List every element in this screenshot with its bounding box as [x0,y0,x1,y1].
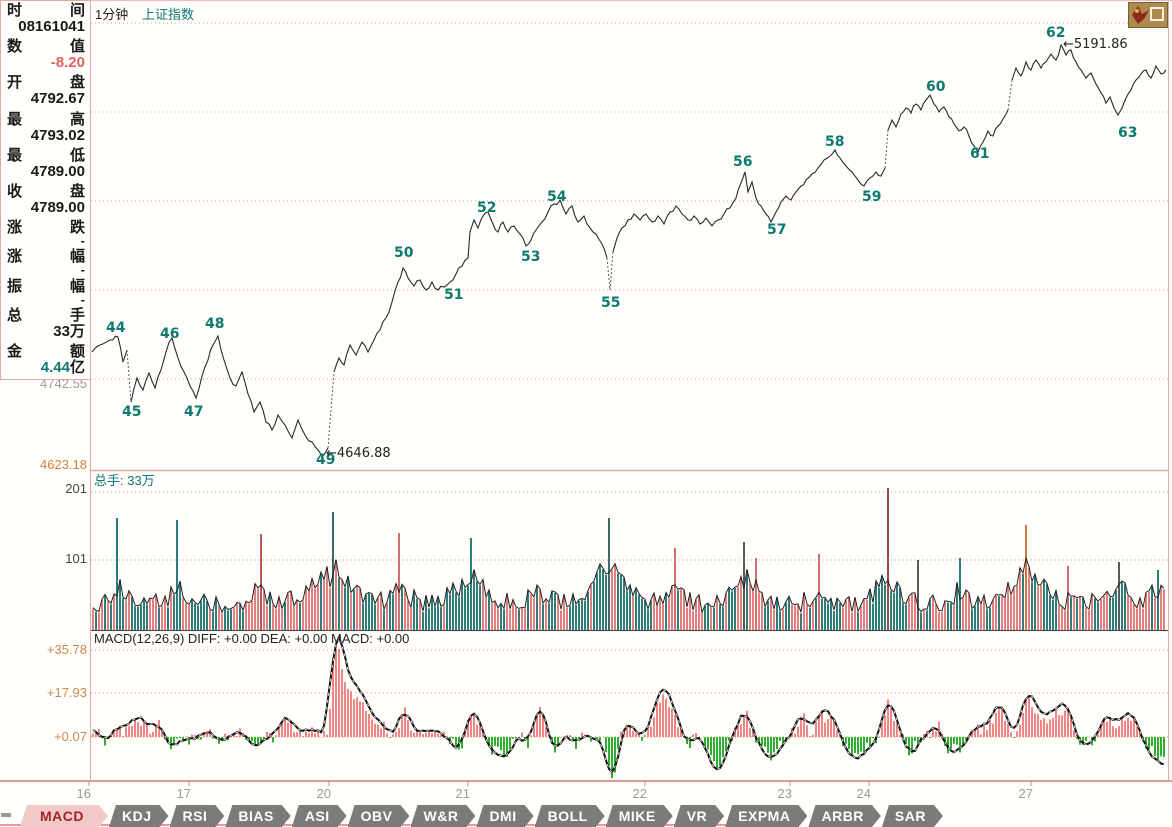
macd-indicator-header: MACD(12,26,9) DIFF: +0.00 DEA: +0.00 MAC… [94,631,410,646]
pivot-label: 53 [521,249,540,265]
quote-row-value: - [80,262,85,278]
x-axis-label: 17 [176,786,191,801]
pivot-label: 58 [825,134,844,150]
quote-row-value: - [80,291,85,307]
price-annotation: ←5191.86 [1063,37,1128,52]
y-axis-label: +0.07 [54,729,87,744]
quote-row-value: 4789.00 [30,162,85,180]
quote-row-label: 涨幅 [7,248,85,266]
quote-row-value: 4793.02 [30,126,85,144]
pivot-label: 46 [160,326,179,342]
quote-row-label: 收盘 [7,182,85,200]
pivot-label: 45 [122,404,141,420]
price-annotation: ←4646.88 [326,446,391,461]
x-axis-label: 27 [1018,786,1033,801]
quote-row: 金额 4.44亿 [7,342,85,376]
tab-asi[interactable]: ASI [292,805,347,827]
quote-row-value: 4789.00 [30,198,85,216]
quote-row: 开盘 4792.67 [7,75,85,107]
tab-bias[interactable]: BIAS [225,805,290,827]
tab-kdj[interactable]: KDJ [109,805,169,827]
indicator-tabbar: MACD KDJ RSI BIAS ASI OBV W&R DMI BOLL MIKE VR EXPM… [20,805,944,827]
tab-expma[interactable]: EXPMA [725,805,807,827]
pivot-label: 63 [1118,125,1137,141]
pivot-label: 51 [444,287,463,303]
quote-row-label: 最高 [7,110,85,128]
quote-row-label: 最低 [7,146,85,164]
x-axis-label: 16 [76,786,91,801]
quote-row: 总手 33万 [7,306,85,340]
quote-row-value: 33万 [53,322,85,340]
pivot-label: 61 [970,146,989,162]
x-axis-label: 22 [632,786,647,801]
quote-row-label: 数值 [7,38,85,56]
quote-row-label: 开盘 [7,74,85,92]
x-axis-label: 24 [856,786,871,801]
x-axis-label: 21 [455,786,470,801]
pivot-label: 52 [477,200,496,216]
quote-info-panel: 时间 08161041 数值 -8.20 开盘 4792.67 最高 4793.02 最低 478… [0,0,91,380]
quote-row: 最低 4789.00 [7,146,85,180]
tab-mike[interactable]: MIKE [606,805,673,827]
quote-row-label: 时间 [7,2,85,19]
quote-row-value: -8.20 [50,54,85,72]
x-axis-label: 20 [316,786,331,801]
pivot-label: 54 [547,189,567,205]
pivot-label: 50 [394,245,414,261]
quote-row-label: 金额 [7,342,85,360]
pivot-label: 47 [184,404,203,420]
pivot-label: 49 [316,452,335,468]
quote-row-value: - [80,233,85,249]
tab-macd[interactable]: MACD [20,805,108,827]
y-axis-label: 101 [65,551,87,566]
quote-row-value: 4792.67 [30,90,85,108]
quote-row: 涨跌- [7,219,85,249]
quote-row: 振幅- [7,277,85,307]
quote-row: 数值 -8.20 [7,39,85,71]
pivot-label: 62 [1046,25,1065,41]
pivot-label: 59 [862,189,881,205]
y-axis-label: +35.78 [46,642,87,657]
tab-w-r[interactable]: W&R [411,805,476,827]
x-axis-label: 23 [777,786,792,801]
tab-dmi[interactable]: DMI [476,805,533,827]
quote-row-value: 4.44亿 [40,358,85,376]
tab-sar[interactable]: SAR [882,805,943,827]
quote-row-label: 振幅 [7,277,85,295]
pivot-label: 48 [205,316,224,332]
pivot-label: 55 [601,295,620,311]
pivot-label: 60 [926,79,946,95]
y-axis-label: +17.93 [46,685,87,700]
y-axis-label: 201 [65,481,87,496]
tab-boll[interactable]: BOLL [535,805,605,827]
quote-row-value: 08161041 [18,18,85,35]
tab-rsi[interactable]: RSI [170,805,225,827]
quote-row: 涨幅- [7,248,85,278]
pivot-label: 57 [767,222,786,238]
tab-obv[interactable]: OBV [348,805,410,827]
app-corner-icon[interactable] [1128,2,1168,28]
pivot-label: 44 [106,320,126,336]
chart-symbol-label[interactable]: 上证指数 [142,7,195,22]
y-axis-label: 4623.18 [40,457,87,472]
quote-row: 最高 4793.02 [7,110,85,144]
tab-arbr[interactable]: ARBR [808,805,880,827]
tab-scroll-left-icon[interactable] [1,813,11,817]
quote-row: 时间 08161041 [7,3,85,35]
volume-pane-label: 总手: 33万 [94,473,155,488]
chart-period-label[interactable]: 1分钟 [95,7,129,22]
quote-row-label: 涨跌 [7,219,85,237]
tab-vr[interactable]: VR [674,805,724,827]
quote-row: 收盘 4789.00 [7,182,85,216]
pivot-label: 56 [733,154,752,170]
quote-row-label: 总手 [7,306,85,324]
